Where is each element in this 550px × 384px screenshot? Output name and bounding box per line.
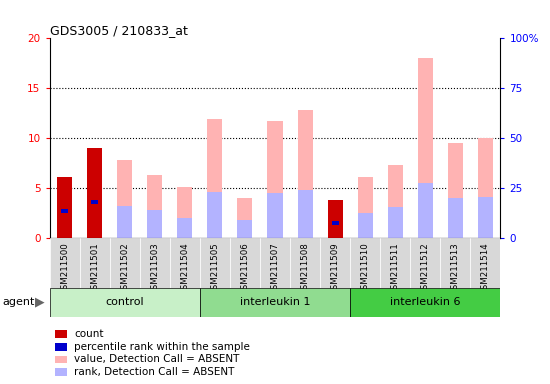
Text: GSM211509: GSM211509 [331,242,340,295]
Bar [470,238,500,288]
Bar [50,288,200,317]
Bar [448,143,463,238]
Bar [117,206,132,238]
Text: value, Detection Call = ABSENT: value, Detection Call = ABSENT [74,354,240,364]
Bar [410,238,441,288]
Text: count: count [74,329,104,339]
Bar [57,177,72,238]
Bar [320,238,350,288]
Bar [61,209,68,213]
Bar [388,165,403,238]
Text: GSM211503: GSM211503 [150,242,159,295]
Bar [117,160,132,238]
Bar [109,238,140,288]
Bar [478,197,493,238]
Text: interleukin 1: interleukin 1 [240,297,310,308]
Bar [91,200,98,204]
Bar [350,288,500,317]
Text: rank, Detection Call = ABSENT: rank, Detection Call = ABSENT [74,367,235,377]
Bar [380,238,410,288]
Bar [448,198,463,238]
Bar [290,238,320,288]
Text: GSM211500: GSM211500 [60,242,69,295]
Text: GSM211511: GSM211511 [390,242,400,295]
Text: GSM211514: GSM211514 [481,242,490,295]
Bar [207,192,222,238]
Text: percentile rank within the sample: percentile rank within the sample [74,342,250,352]
Bar [332,222,338,225]
Bar [418,58,433,238]
Text: interleukin 6: interleukin 6 [390,297,460,308]
Bar [388,207,403,238]
Bar [350,238,380,288]
Text: GSM211504: GSM211504 [180,242,189,295]
Bar [267,121,283,238]
Text: GSM211508: GSM211508 [300,242,310,295]
Bar [177,187,192,238]
Text: GSM211507: GSM211507 [271,242,279,295]
Bar [260,238,290,288]
Bar [147,175,162,238]
Bar [478,138,493,238]
Bar [177,218,192,238]
Bar [200,288,350,317]
Bar [267,193,283,238]
Bar [50,238,80,288]
Bar [230,238,260,288]
Bar [358,177,373,238]
Text: GDS3005 / 210833_at: GDS3005 / 210833_at [50,24,188,37]
Bar [298,110,312,238]
Bar [418,183,433,238]
Text: GSM211512: GSM211512 [421,242,430,295]
Bar [238,198,252,238]
Text: GSM211510: GSM211510 [361,242,370,295]
Text: GSM211501: GSM211501 [90,242,99,295]
Text: GSM211505: GSM211505 [210,242,219,295]
Bar [207,119,222,238]
Bar [358,213,373,238]
Bar [298,190,312,238]
Text: agent: agent [3,297,35,308]
Bar [170,238,200,288]
Bar [200,238,230,288]
Bar [328,200,343,238]
Text: GSM211502: GSM211502 [120,242,129,295]
Bar [238,220,252,238]
Bar [441,238,470,288]
Bar [87,148,102,238]
Bar [147,210,162,238]
Text: GSM211513: GSM211513 [451,242,460,295]
Bar [140,238,170,288]
Text: GSM211506: GSM211506 [240,242,250,295]
Text: control: control [106,297,144,308]
Text: ▶: ▶ [35,296,44,309]
Bar [80,238,109,288]
